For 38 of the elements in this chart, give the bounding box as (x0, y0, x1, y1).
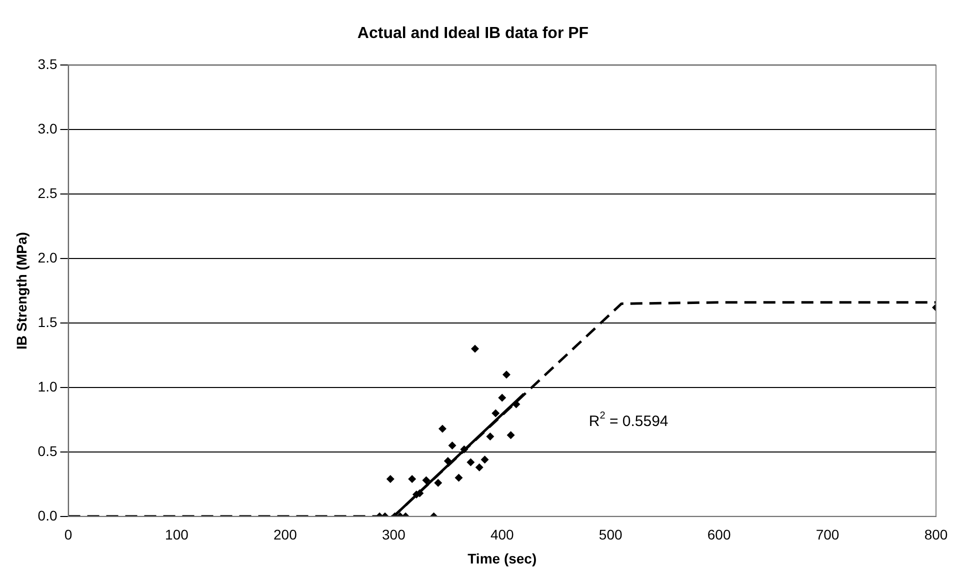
point (471, 344, 480, 353)
y-tick-label: 0.5 (38, 442, 58, 459)
point (492, 409, 500, 418)
y-tick-label: 2.0 (38, 249, 58, 266)
point (502, 370, 510, 379)
x-tick-label: 400 (490, 526, 514, 543)
x-tick-label: 600 (707, 526, 731, 543)
point (422, 476, 430, 484)
point (466, 458, 475, 466)
x-tick-label: 800 (924, 526, 948, 543)
point (460, 445, 468, 454)
point (475, 463, 484, 472)
x-tick-label: 200 (274, 526, 298, 543)
y-tick-label: 1.0 (38, 378, 58, 394)
point (486, 432, 494, 440)
point (438, 424, 446, 433)
point (454, 474, 463, 482)
y-tick-label: 3.0 (38, 120, 58, 137)
point (434, 478, 442, 487)
y-tick-label: 1.5 (38, 314, 58, 330)
x-tick-label: 300 (382, 526, 406, 543)
point (444, 456, 452, 465)
x-axis-title: Time (sec) (468, 550, 537, 566)
x-tick-label: 0 (64, 526, 72, 543)
point (408, 475, 416, 484)
point (480, 456, 489, 464)
x-tick-label: 700 (816, 526, 840, 543)
point (386, 475, 394, 484)
y-tick-label: 3.5 (38, 56, 58, 72)
x-tick-label: 100 (165, 526, 189, 543)
y-axis-title: IB Strength (MPa) (13, 232, 30, 350)
x-tick-label: 500 (598, 526, 622, 543)
chart-title: Actual and Ideal IB data for PF (357, 25, 589, 42)
point (498, 394, 506, 402)
point (448, 441, 456, 450)
y-tick-label: 0.0 (38, 507, 58, 524)
point (506, 431, 515, 440)
y-tick-label: 2.5 (38, 184, 58, 201)
